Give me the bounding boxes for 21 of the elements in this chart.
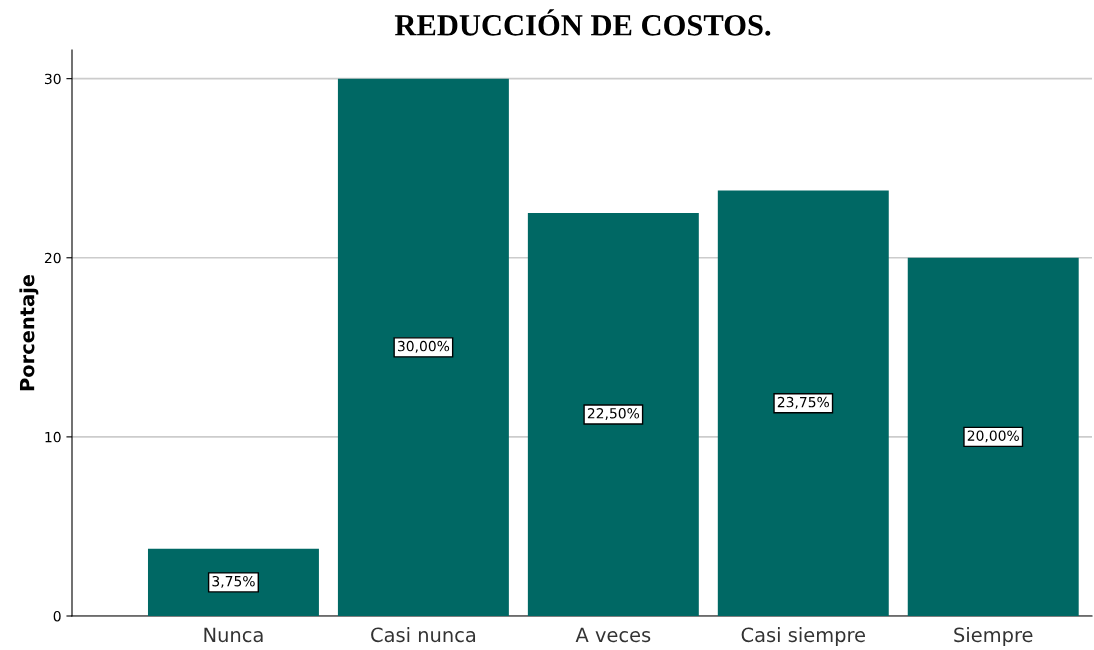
data-label: 23,75%: [777, 396, 829, 409]
bar: [527, 212, 699, 616]
data-label: 20,00%: [967, 430, 1019, 443]
y-axis-title: Porcentaje: [19, 274, 39, 391]
x-tick-label: Siempre: [954, 627, 1033, 646]
y-tick-label: 20: [44, 252, 61, 264]
x-tick-label: Nunca: [204, 627, 263, 643]
y-tick-label: 0: [53, 610, 61, 622]
data-label: 30,00%: [397, 340, 450, 353]
y-tick-label: 30: [44, 73, 61, 85]
y-tick-label: 10: [45, 431, 61, 443]
bar: [337, 78, 509, 616]
bar: [907, 257, 1079, 616]
data-label: 3,75%: [212, 575, 255, 588]
x-tick-label: Casi nunca: [371, 627, 476, 643]
chart-title: REDUCCIÓN DE COSTOS.: [394, 9, 771, 36]
data-label: 22,50%: [587, 408, 640, 420]
bar: [147, 548, 319, 616]
x-tick-label: A veces: [575, 627, 651, 643]
x-tick-label: Casi siempre: [741, 627, 865, 646]
bar: [717, 190, 889, 616]
